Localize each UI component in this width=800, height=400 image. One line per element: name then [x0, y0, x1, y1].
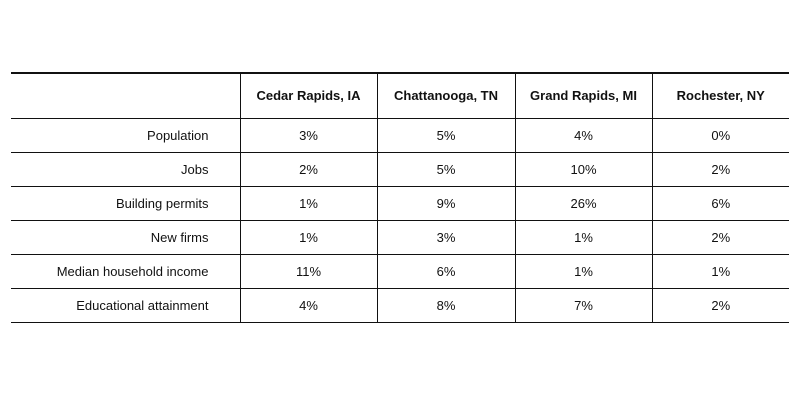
header-cell-grand-rapids: Grand Rapids, MI [514, 72, 652, 119]
row-label: Population [11, 118, 240, 153]
data-table: Cedar Rapids, IA Chattanooga, TN Grand R… [11, 72, 789, 323]
table-cell: 26% [514, 186, 652, 221]
table-cell: 10% [514, 152, 652, 187]
table-cell: 4% [514, 118, 652, 153]
table-cell: 6% [376, 254, 515, 289]
table-row-population: Population 3% 5% 4% 0% [11, 118, 789, 153]
table-cell: 9% [376, 186, 515, 221]
table-cell: 3% [376, 220, 515, 255]
table-row-educational-attainment: Educational attainment 4% 8% 7% 2% [11, 288, 789, 323]
table-row-median-household-income: Median household income 11% 6% 1% 1% [11, 254, 789, 289]
table-cell: 2% [651, 152, 789, 187]
table-cell: 7% [514, 288, 652, 323]
table-cell: 3% [239, 118, 377, 153]
table-cell: 4% [239, 288, 377, 323]
table-cell: 11% [239, 254, 377, 289]
row-label: New firms [11, 220, 240, 255]
header-row: Cedar Rapids, IA Chattanooga, TN Grand R… [11, 72, 789, 119]
table-cell: 5% [376, 118, 515, 153]
table-row-new-firms: New firms 1% 3% 1% 2% [11, 220, 789, 255]
table-cell: 2% [239, 152, 377, 187]
row-label: Educational attainment [11, 288, 240, 323]
table-row-jobs: Jobs 2% 5% 10% 2% [11, 152, 789, 187]
table-row-building-permits: Building permits 1% 9% 26% 6% [11, 186, 789, 221]
header-cell-chattanooga: Chattanooga, TN [376, 72, 515, 119]
table-cell: 2% [651, 220, 789, 255]
table-cell: 8% [376, 288, 515, 323]
header-cell-rochester: Rochester, NY [651, 72, 789, 119]
row-label: Jobs [11, 152, 240, 187]
table-cell: 1% [239, 186, 377, 221]
table-cell: 0% [651, 118, 789, 153]
table-cell: 5% [376, 152, 515, 187]
table-cell: 1% [514, 220, 652, 255]
table-cell: 1% [514, 254, 652, 289]
header-cell-corner [11, 72, 240, 119]
table-cell: 1% [239, 220, 377, 255]
row-label: Building permits [11, 186, 240, 221]
table-cell: 2% [651, 288, 789, 323]
table-cell: 1% [651, 254, 789, 289]
row-label: Median household income [11, 254, 240, 289]
table-cell: 6% [651, 186, 789, 221]
header-cell-cedar-rapids: Cedar Rapids, IA [239, 72, 377, 119]
